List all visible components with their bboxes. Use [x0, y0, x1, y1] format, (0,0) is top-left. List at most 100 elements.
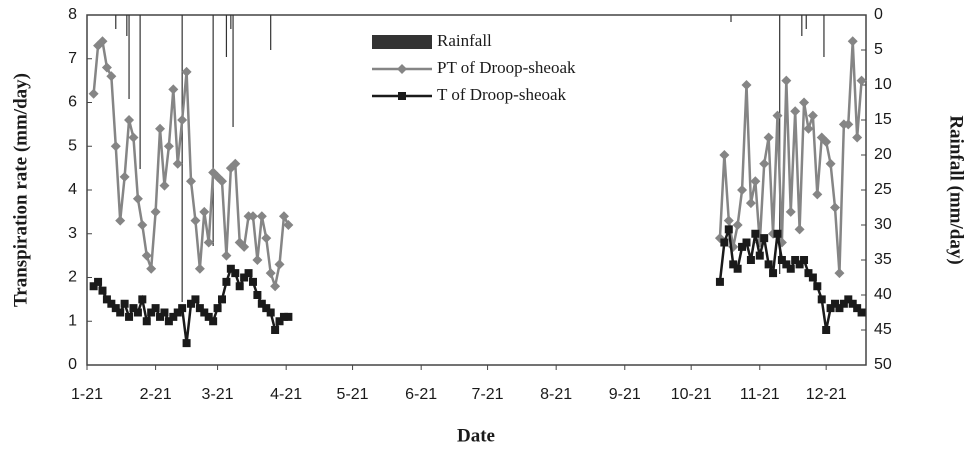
y2-tick-label: 0: [874, 6, 883, 23]
y-tick-label: 8: [68, 6, 77, 23]
square-marker: [244, 269, 253, 278]
square-marker: [808, 273, 817, 282]
y-tick-label: 0: [68, 356, 77, 373]
rainfall-bar: [181, 15, 183, 302]
y2-tick-label: 15: [874, 111, 892, 128]
diamond-marker: [803, 123, 814, 134]
square-marker: [848, 299, 857, 308]
square-marker: [266, 308, 275, 317]
square-marker: [129, 304, 138, 313]
square-marker: [755, 251, 764, 260]
square-marker: [213, 304, 222, 313]
square-marker: [853, 304, 862, 313]
square-marker: [777, 256, 786, 264]
rainfall-bar: [805, 15, 807, 29]
diamond-marker: [283, 220, 294, 230]
x-tick-label: 10-21: [671, 386, 712, 403]
diamond-marker: [790, 106, 801, 117]
x-tick-label: 9-21: [609, 386, 641, 403]
y2-tick-label: 25: [874, 181, 892, 198]
diamond-marker: [261, 233, 272, 244]
rainfall-bar: [730, 15, 732, 22]
square-marker: [240, 273, 249, 282]
square-marker: [160, 308, 169, 317]
rainfall-bar: [128, 15, 130, 99]
square-marker: [835, 304, 844, 313]
diamond-marker: [732, 220, 743, 230]
square-marker: [831, 299, 840, 308]
y-tick-label: 2: [68, 269, 77, 286]
square-marker: [769, 269, 778, 278]
square-marker: [111, 304, 120, 313]
square-marker: [116, 308, 125, 317]
diamond-marker: [186, 176, 197, 187]
square-marker: [98, 286, 107, 295]
square-marker: [248, 277, 257, 286]
x-tick-label: 1-21: [71, 386, 103, 403]
square-marker: [844, 295, 853, 304]
diamond-marker: [270, 281, 281, 292]
square-marker: [760, 234, 769, 243]
series-line: [92, 38, 290, 292]
diamond-marker: [799, 97, 810, 108]
diamond-marker: [807, 110, 818, 121]
x-tick-label: 7-21: [472, 386, 504, 403]
square-marker: [839, 299, 848, 308]
square-marker: [169, 312, 178, 321]
legend-marker: [398, 92, 406, 100]
rainfall-bar: [212, 15, 214, 246]
y2-tick-label: 30: [874, 216, 892, 233]
diamond-marker: [216, 176, 227, 187]
square-marker: [151, 304, 160, 313]
rainfall-bar: [126, 15, 128, 36]
square-marker: [200, 308, 209, 317]
diamond-marker: [852, 132, 863, 143]
y-tick-label: 3: [68, 225, 77, 242]
diamond-marker: [723, 215, 734, 226]
legend-label: PT of Droop-sheoak: [437, 58, 576, 77]
y-tick-label: 4: [68, 181, 77, 198]
diamond-marker: [741, 80, 752, 90]
diamond-marker: [278, 211, 289, 222]
square-marker: [191, 295, 200, 304]
diamond-marker: [847, 36, 858, 47]
legend-label: T of Droop-sheoak: [437, 85, 567, 104]
diamond-marker: [230, 158, 241, 169]
rainfall-bar: [801, 15, 803, 36]
diamond-marker: [177, 115, 188, 125]
diamond-marker: [247, 211, 258, 222]
diamond-marker: [141, 250, 152, 261]
square-marker: [164, 317, 173, 326]
diamond-marker: [106, 71, 117, 82]
x-tick-label: 3-21: [202, 386, 234, 403]
diamond-marker: [785, 206, 796, 217]
diamond-marker: [781, 75, 792, 86]
diamond-marker: [150, 206, 161, 217]
square-marker: [786, 264, 795, 273]
square-marker: [822, 326, 831, 334]
square-marker: [138, 295, 147, 304]
diamond-marker: [256, 211, 267, 222]
square-marker: [857, 308, 866, 317]
square-marker: [804, 269, 813, 278]
square-marker: [253, 291, 262, 299]
diamond-marker: [88, 88, 99, 99]
diamond-marker: [194, 263, 205, 274]
square-marker: [209, 317, 218, 326]
square-marker: [102, 295, 111, 304]
square-marker: [222, 277, 231, 286]
x-tick-label: 5-21: [337, 386, 369, 403]
diamond-marker: [128, 132, 139, 143]
square-marker: [195, 304, 204, 313]
square-marker: [746, 256, 755, 264]
rainfall-bar: [232, 15, 234, 127]
square-marker: [226, 264, 235, 273]
square-marker: [275, 317, 284, 326]
square-marker: [813, 282, 822, 291]
diamond-marker: [163, 141, 174, 152]
square-marker: [742, 238, 751, 247]
diamond-marker: [750, 176, 761, 187]
legend-swatch: [372, 35, 432, 49]
square-marker: [751, 229, 760, 238]
